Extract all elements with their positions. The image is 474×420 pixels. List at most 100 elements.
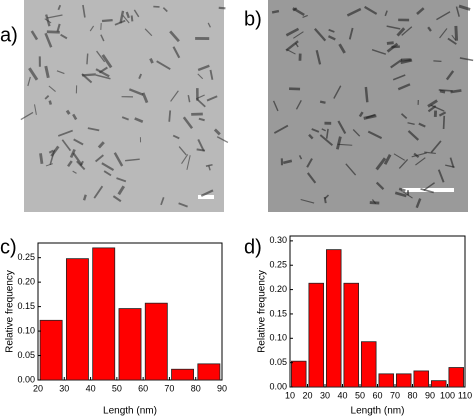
fibril — [57, 4, 62, 11]
fibril — [101, 18, 113, 23]
x-axis-label: Length (nm) — [103, 406, 157, 417]
fibril — [346, 7, 362, 17]
fibril — [401, 26, 413, 36]
fibril — [213, 128, 221, 136]
fibril — [82, 4, 86, 18]
fibril — [56, 70, 65, 75]
fibril — [282, 159, 293, 165]
fibril — [271, 9, 280, 14]
scale-bar — [402, 188, 454, 192]
fibril — [73, 138, 84, 146]
fibril — [420, 188, 434, 194]
fibril — [348, 27, 354, 40]
fibril — [427, 26, 432, 32]
bar — [197, 363, 221, 381]
fibril — [89, 25, 95, 32]
fibril — [156, 60, 171, 71]
fibril — [333, 85, 342, 99]
y-tick-label: 0.15 — [17, 301, 35, 311]
fibril — [397, 83, 411, 91]
fibril — [418, 122, 426, 128]
fibril — [436, 11, 451, 21]
fibril — [400, 113, 408, 120]
fibril — [45, 163, 53, 167]
x-tick-label: 30 — [320, 390, 330, 400]
fibril — [49, 149, 56, 165]
fibril — [48, 100, 53, 105]
fibril — [72, 170, 77, 174]
fibril — [437, 169, 445, 183]
fibril — [121, 116, 129, 121]
fibril — [430, 140, 442, 153]
fibril — [197, 138, 205, 152]
fibril — [57, 129, 73, 137]
fibril — [112, 195, 122, 203]
fibril — [67, 160, 73, 167]
fibril — [172, 134, 180, 140]
fibril — [300, 198, 315, 204]
panel-label: d) — [244, 236, 262, 258]
fibril — [415, 198, 422, 209]
y-tick-label: 0.20 — [17, 277, 35, 287]
fibril — [391, 45, 400, 49]
fibril — [141, 92, 149, 104]
scale-bar — [198, 195, 214, 199]
fibril — [438, 111, 447, 117]
fibril — [82, 194, 87, 201]
fibril — [44, 95, 50, 100]
micrograph-a — [24, 0, 224, 212]
fibril — [76, 160, 86, 171]
fibril — [72, 152, 83, 166]
fibril — [375, 181, 385, 190]
x-tick-label: 90 — [217, 383, 227, 393]
bar — [430, 380, 447, 388]
panel-label: c) — [0, 236, 17, 258]
panel-label: b) — [244, 8, 262, 30]
fibril — [86, 53, 89, 65]
fibril — [394, 191, 407, 198]
y-tick-label: 0.05 — [17, 350, 35, 360]
fibril — [61, 139, 72, 152]
bar — [325, 249, 342, 388]
fibril — [427, 99, 438, 108]
x-tick-label: 10 — [285, 390, 295, 400]
x-tick-label: 20 — [302, 390, 312, 400]
bar — [144, 302, 168, 381]
fibril — [44, 18, 52, 24]
fibril — [413, 152, 420, 159]
fibril — [122, 15, 130, 24]
fibril — [117, 185, 126, 196]
bar — [290, 360, 307, 388]
fibril — [416, 7, 425, 16]
y-tick-label: 0.30 — [269, 235, 287, 245]
fibril — [407, 122, 415, 125]
fibril — [398, 187, 406, 193]
fibril — [411, 152, 427, 158]
fibril — [383, 153, 392, 165]
x-tick-label: 40 — [337, 390, 347, 400]
fibril — [101, 162, 115, 171]
fibril — [95, 74, 111, 80]
fibril — [308, 133, 314, 140]
fibril — [30, 30, 39, 41]
fibril — [207, 22, 211, 28]
y-axis-label: Relative frequency — [5, 270, 16, 353]
fibril — [454, 25, 459, 41]
bar — [343, 282, 359, 388]
y-tick-label: 0.10 — [269, 333, 287, 343]
fibril — [451, 34, 457, 41]
fibril — [172, 46, 181, 59]
fibril — [424, 151, 436, 155]
fibril — [401, 190, 413, 199]
fibril — [345, 163, 357, 176]
fibril — [375, 157, 387, 171]
x-tick-label: 40 — [86, 383, 96, 393]
fibril — [306, 158, 313, 168]
fibril — [358, 111, 364, 118]
bar — [448, 367, 464, 388]
fibril — [445, 70, 455, 81]
fibril — [216, 136, 229, 144]
fibril — [319, 100, 326, 104]
fibril — [371, 49, 387, 55]
x-tick-label: 80 — [191, 383, 201, 393]
